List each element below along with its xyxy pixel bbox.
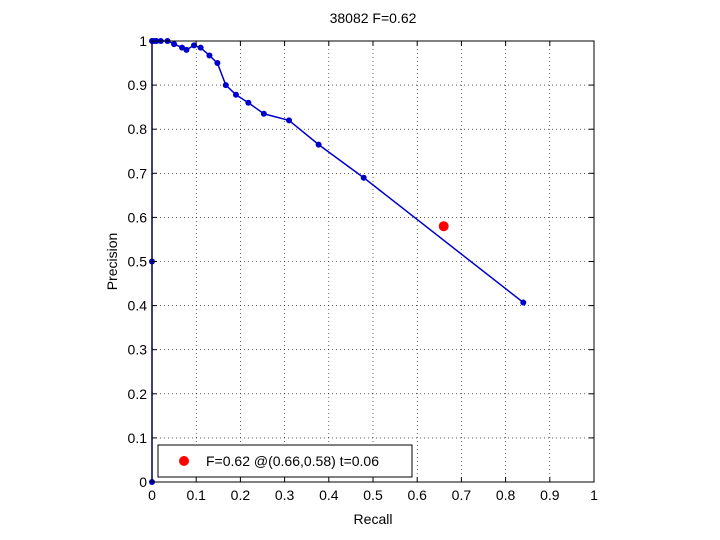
- x-tick-label: 0.1: [186, 487, 206, 503]
- series-point: [260, 110, 267, 117]
- series-point: [245, 99, 252, 106]
- series-point: [214, 60, 221, 67]
- axis-ticks: 0 0.1 0.2 0.3 0.4 0.5 0.6 0.7 0.8 0.9 1 0 0.1 0.2 0.3 0…: [128, 33, 599, 503]
- y-tick-label: 0.3: [128, 342, 148, 358]
- series-point: [206, 52, 213, 59]
- legend: F=0.62 @(0.66,0.58) t=0.06: [157, 444, 413, 478]
- y-tick-label: 0: [139, 474, 147, 490]
- series-point: [360, 174, 367, 181]
- y-tick-label: 0.9: [128, 77, 148, 93]
- x-tick-label: 0.3: [275, 487, 295, 503]
- series-point: [183, 46, 190, 53]
- y-tick-label: 0.5: [128, 254, 148, 270]
- y-tick-label: 0.4: [128, 298, 148, 314]
- series-point: [232, 91, 239, 98]
- y-tick-label: 0.8: [128, 121, 148, 137]
- x-tick-label: 0.8: [496, 487, 516, 503]
- x-axis-label: Recall: [354, 511, 393, 527]
- x-tick-label: 0: [148, 487, 156, 503]
- x-tick-label: 0.4: [319, 487, 339, 503]
- x-tick-label: 0.6: [407, 487, 427, 503]
- grid-lines: [152, 41, 594, 482]
- chart-title: 38082 F=0.62: [330, 10, 417, 26]
- x-tick-label: 0.5: [363, 487, 383, 503]
- y-tick-label: 0.6: [128, 209, 148, 225]
- x-tick-label: 0.2: [231, 487, 251, 503]
- legend-box: [157, 444, 413, 478]
- series-point: [190, 42, 197, 49]
- y-tick-label: 1: [139, 33, 147, 49]
- y-tick-label: 0.2: [128, 386, 148, 402]
- series-point: [197, 44, 204, 51]
- x-tick-label: 0.7: [452, 487, 472, 503]
- series-point: [179, 44, 186, 51]
- series-point: [520, 299, 527, 306]
- x-tick-label: 0.9: [540, 487, 560, 503]
- legend-label: F=0.62 @(0.66,0.58) t=0.06: [206, 453, 379, 469]
- y-axis-label: Precision: [104, 233, 120, 291]
- series-point: [171, 41, 178, 48]
- series-point: [222, 82, 229, 89]
- x-tick-label: 1: [590, 487, 598, 503]
- best-f-point: [438, 221, 449, 232]
- legend-marker: [179, 456, 189, 466]
- series-point: [286, 117, 293, 124]
- y-tick-label: 0.7: [128, 165, 148, 181]
- y-tick-label: 0.1: [128, 430, 148, 446]
- series-point: [315, 141, 322, 148]
